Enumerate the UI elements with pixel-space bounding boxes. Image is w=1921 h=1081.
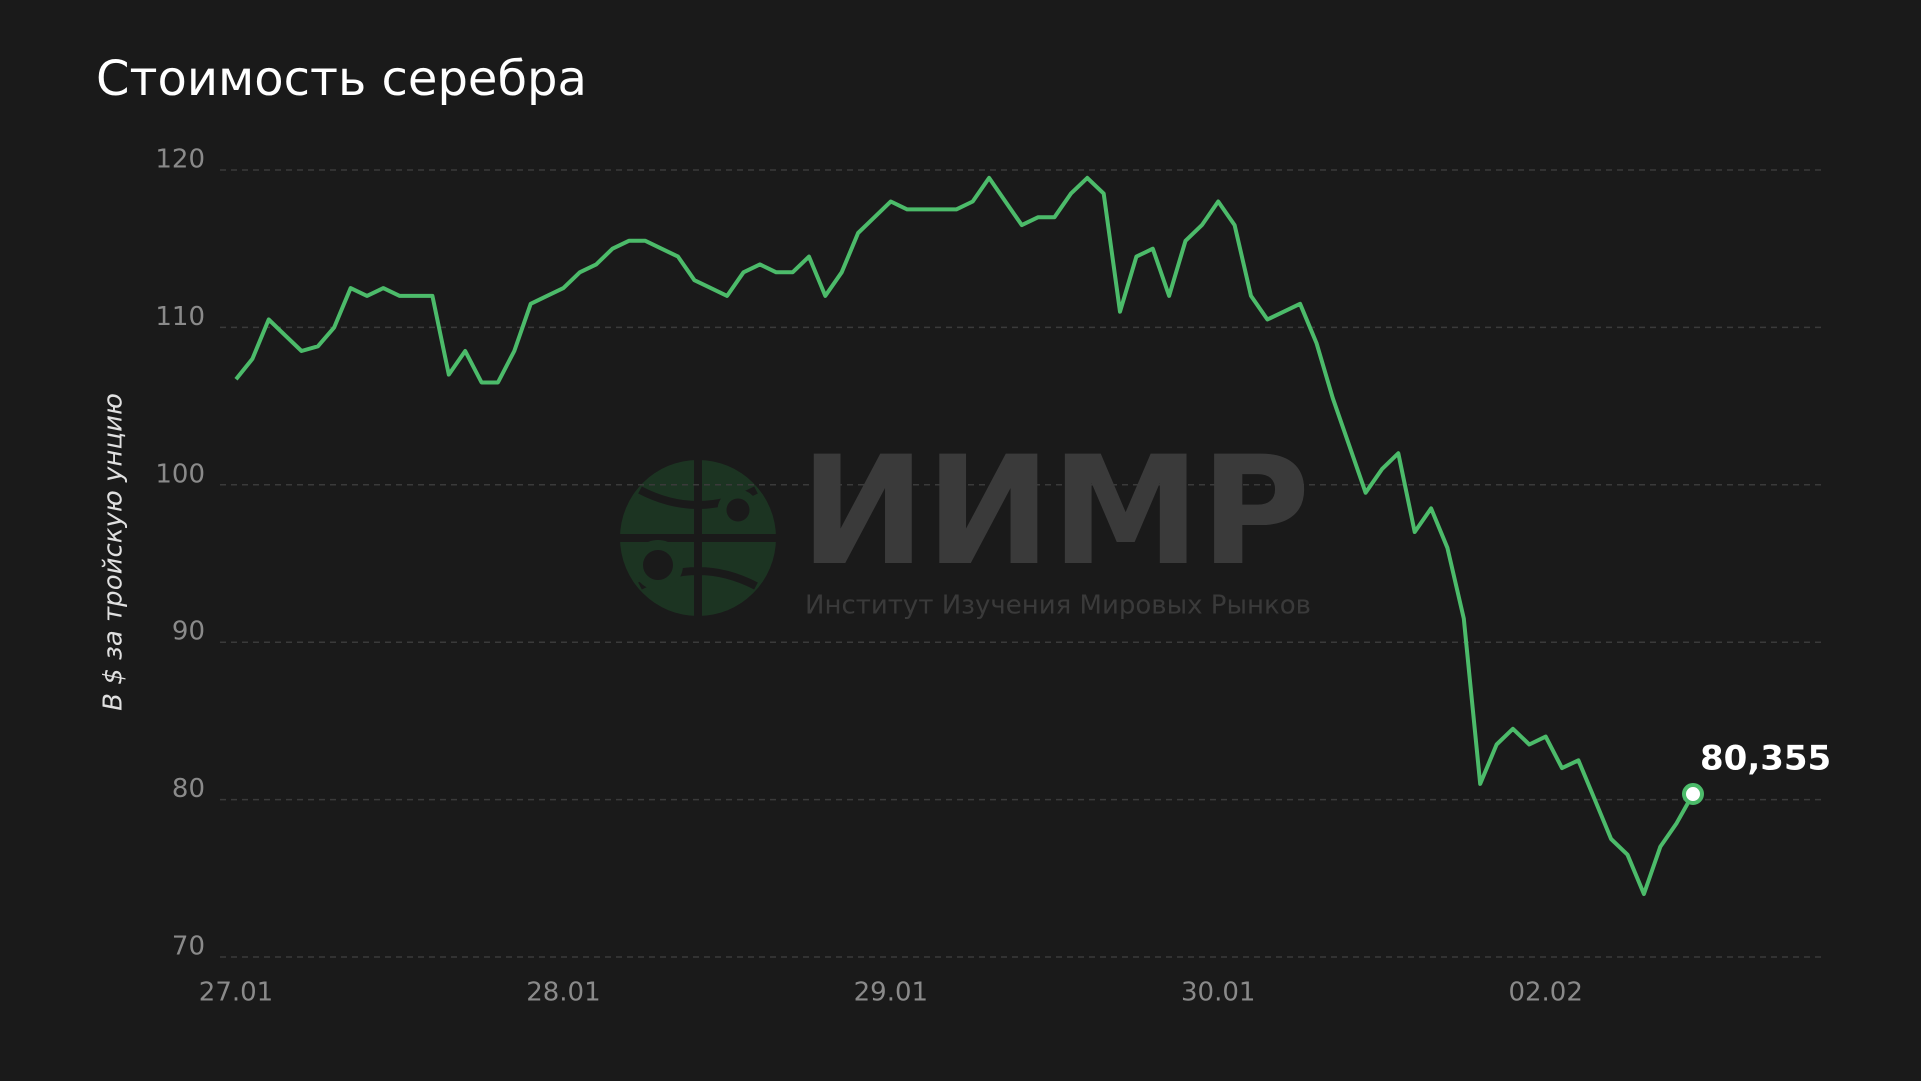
value-label: 80,355 bbox=[1700, 739, 1831, 779]
y-tick-label: 70 bbox=[172, 932, 205, 962]
watermark-node bbox=[717, 489, 759, 531]
x-tick-label: 30.01 bbox=[1181, 978, 1255, 1008]
x-tick-label: 27.01 bbox=[199, 978, 273, 1008]
y-tick-label: 80 bbox=[172, 774, 205, 804]
x-tick-label: 29.01 bbox=[854, 978, 928, 1008]
x-tick-label: 02.02 bbox=[1508, 978, 1582, 1008]
watermark-globe-lines bbox=[620, 460, 776, 616]
last-point bbox=[1682, 783, 1704, 806]
y-tick-label: 110 bbox=[155, 302, 205, 332]
chart-title: Стоимость серебра bbox=[96, 51, 587, 107]
watermark: ИИМР Институт Изучения Мировых Рынков bbox=[620, 425, 1311, 621]
x-tick-label: 28.01 bbox=[526, 978, 600, 1008]
y-axis-label: В $ за тройскую унцию bbox=[99, 393, 129, 711]
price-line bbox=[234, 175, 1695, 896]
y-tick-label: 90 bbox=[172, 617, 205, 647]
y-tick-label: 120 bbox=[155, 145, 205, 175]
watermark-logo: ИИМР bbox=[800, 425, 1310, 599]
y-tick-label: 100 bbox=[155, 459, 205, 489]
watermark-node bbox=[633, 540, 683, 590]
watermark-caption: Институт Изучения Мировых Рынков bbox=[805, 591, 1311, 621]
